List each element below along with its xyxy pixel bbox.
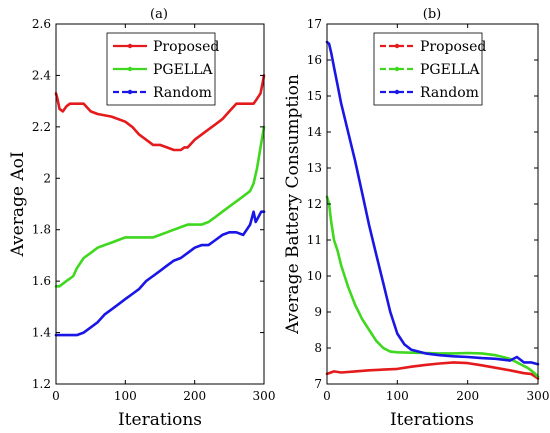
panel-b-legend: Proposed PGELLA Random xyxy=(373,32,486,106)
panel-a-legend-label-proposed: Proposed xyxy=(153,39,219,55)
panel-b-battery-chart: (b) 0 100 200 300 7 8 9 10 11 12 13 14 15 16 17 Iterat… xyxy=(283,7,549,430)
panel-b-y-tick-label: 11 xyxy=(307,233,322,247)
panel-a-x-tick-label: 200 xyxy=(183,389,206,403)
panel-a-y-tick-label: 1.6 xyxy=(32,274,51,288)
panel-b-x-axis-label: Iterations xyxy=(390,410,474,430)
panel-b-y-tick-label: 10 xyxy=(307,269,322,283)
panel-b-legend-label-random: Random xyxy=(420,85,479,101)
panel-b-x-tick-label: 300 xyxy=(527,389,550,403)
panel-b-x-tick-label: 200 xyxy=(456,389,479,403)
panel-a-x-tick-label: 100 xyxy=(114,389,137,403)
panel-a-title: (a) xyxy=(150,7,168,22)
panel-a-legend-marker-proposed xyxy=(127,43,133,49)
panel-b-legend-marker-proposed xyxy=(394,43,400,49)
panel-b-legend-label-proposed: Proposed xyxy=(420,39,486,55)
panel-a-y-tick-label: 2.4 xyxy=(32,68,51,82)
panel-b-legend-marker-random xyxy=(394,89,400,95)
panel-a-y-tick-label: 2.2 xyxy=(32,120,51,134)
panel-a-legend-marker-random xyxy=(127,89,133,95)
panel-a-legend: Proposed PGELLA Random xyxy=(106,32,219,106)
panel-a-aoi-chart: (a) 0 100 200 300 1.2 1.4 1.6 1.8 2 2.2 2.4 2.6 Ite… xyxy=(8,7,275,430)
panel-b-y-axis-label: Average Battery Consumption xyxy=(283,74,303,335)
panel-b-y-tick-label: 14 xyxy=(307,125,323,139)
panel-b-series-random-line xyxy=(325,40,540,366)
panel-a-legend-label-pgella: PGELLA xyxy=(153,62,213,78)
panel-a-y-tick-label: 1.4 xyxy=(32,326,51,340)
panel-b-y-tick-label: 12 xyxy=(307,197,322,211)
panel-b-y-tick-label: 15 xyxy=(307,89,322,103)
panel-b-legend-label-pgella: PGELLA xyxy=(420,62,480,78)
panel-b-y-tick-label: 16 xyxy=(307,53,322,67)
panel-a-legend-label-random: Random xyxy=(153,85,212,101)
panel-b-y-tick-label: 9 xyxy=(314,305,322,319)
panel-b-x-tick-label: 100 xyxy=(386,389,409,403)
panel-a-x-tick-label: 0 xyxy=(52,389,60,403)
panel-b-series-pgella-line xyxy=(325,195,540,379)
panel-a-y-axis-label: Average AoI xyxy=(8,151,28,257)
panel-b-y-tick-label: 13 xyxy=(307,161,322,175)
panel-a-series-random-line xyxy=(54,210,266,337)
panel-a-axes-frame xyxy=(55,23,265,385)
panel-a-series-proposed-line xyxy=(54,74,266,152)
panel-a-x-tick-label: 300 xyxy=(253,389,276,403)
panel-b-y-tick-label: 7 xyxy=(314,377,322,391)
panel-a-x-axis-label: Iterations xyxy=(118,410,202,430)
panel-b-x-tick-label: 0 xyxy=(323,389,331,403)
panel-a-y-tick-label: 2 xyxy=(43,171,51,185)
panel-a-y-tick-label: 1.2 xyxy=(32,377,51,391)
panel-b-title: (b) xyxy=(423,7,441,22)
panel-a-series-pgella-line xyxy=(54,125,266,288)
panel-a-y-tick-label: 2.6 xyxy=(32,17,51,31)
panel-a-y-tick-label: 1.8 xyxy=(32,223,51,237)
panel-b-legend-marker-pgella xyxy=(394,66,400,72)
panel-b-y-tick-label: 8 xyxy=(314,341,322,355)
panel-b-series-proposed-line xyxy=(325,361,540,380)
panel-a-legend-marker-pgella xyxy=(127,66,133,72)
panel-b-y-tick-label: 17 xyxy=(307,17,322,31)
